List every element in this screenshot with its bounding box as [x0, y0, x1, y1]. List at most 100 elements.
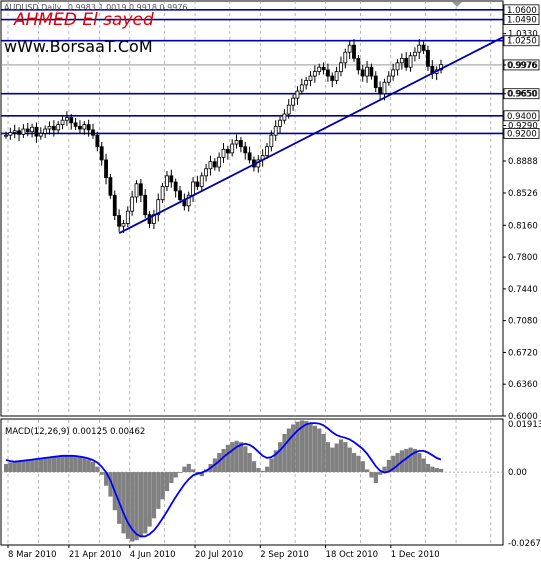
macd-histogram-bar — [269, 458, 274, 473]
macd-histogram-bar — [378, 472, 383, 475]
macd-histogram-bar — [391, 455, 396, 473]
y-tick-label: 0.9290 — [508, 122, 538, 132]
macd-histogram-bar — [304, 420, 309, 473]
candle — [8, 127, 13, 140]
macd-axis: 0.01913 0.00 -0.02677 — [508, 420, 541, 549]
macd-histogram-bar — [265, 466, 270, 473]
macd-histogram-bar — [404, 448, 409, 473]
price-candles — [4, 38, 443, 233]
macd-histogram-bar — [25, 459, 30, 473]
x-tick-label: 20 Jul 2010 — [195, 550, 243, 560]
macd-histogram-bar — [191, 469, 196, 473]
candle — [343, 48, 348, 69]
candle — [199, 172, 204, 192]
candle-body-up — [265, 146, 269, 156]
macd-histogram-bar — [343, 442, 348, 473]
candle-body-up — [299, 84, 304, 92]
candle-body-down — [138, 183, 143, 196]
level-label: 1.0600 — [507, 6, 537, 16]
macd-histogram-bar — [151, 472, 157, 519]
candle-body-down — [325, 69, 330, 77]
candle — [73, 117, 78, 130]
candle-body-up — [43, 128, 48, 134]
macd-y-tick-label: 0.00 — [508, 468, 527, 478]
candle-body-down — [99, 146, 104, 161]
candle-body-down — [108, 177, 113, 196]
candle — [160, 182, 165, 204]
candle — [286, 99, 291, 119]
ohlc-values: 0.9983 1.0019 0.9918 0.9976 — [68, 3, 188, 12]
watermark-site: wWw.BorsaaT.CoM — [4, 37, 153, 56]
candle — [317, 63, 322, 76]
candle — [334, 66, 339, 84]
candle-body-down — [247, 152, 252, 161]
macd-histogram-bar — [108, 472, 113, 497]
candle-body-down — [378, 87, 383, 95]
macd-histogram-bar — [125, 472, 130, 539]
y-tick-label: 0.8888 — [508, 157, 538, 167]
candle-body-up — [12, 130, 17, 133]
macd-histogram-bar — [169, 472, 174, 483]
candle — [339, 56, 343, 77]
macd-histogram-bar — [56, 456, 61, 473]
macd-histogram-bar — [217, 453, 222, 473]
price-panel-frame — [0, 0, 504, 417]
candle-body-down — [178, 190, 182, 201]
candle — [112, 190, 117, 221]
macd-histogram-bar — [173, 472, 178, 478]
candle — [156, 193, 161, 222]
candle-body-up — [399, 57, 404, 64]
candle-body-up — [47, 125, 52, 130]
macd-histogram-bar — [417, 453, 422, 473]
candle — [125, 206, 130, 228]
candle — [95, 131, 100, 152]
candle-body-down — [360, 69, 365, 77]
y-tick-label: 0.9650 — [508, 90, 538, 100]
candle-body-up — [38, 133, 43, 137]
candle — [43, 125, 48, 139]
candle-body-down — [195, 181, 200, 187]
candle-body-up — [65, 117, 69, 121]
macd-histogram-bar — [395, 453, 400, 473]
macd-histogram-bar — [12, 461, 17, 473]
macd-histogram-bar — [352, 453, 357, 473]
candle — [51, 120, 56, 137]
x-tick-label: 4 Jun 2010 — [130, 550, 176, 560]
macd-histogram-bar — [91, 461, 96, 473]
candle — [34, 122, 39, 143]
candle-body-up — [230, 143, 235, 154]
y-tick-label: 0.8526 — [508, 189, 538, 199]
y-tick-label: 0.7440 — [508, 285, 538, 295]
x-tick-label: 21 Apr 2010 — [69, 550, 122, 560]
candle — [426, 45, 430, 71]
x-tick-label: 2 Sep 2010 — [260, 550, 308, 560]
level-label: 0.9650 — [507, 90, 537, 100]
macd-histogram-bar — [325, 442, 331, 473]
candle — [108, 174, 113, 199]
candle — [134, 180, 139, 203]
macd-histogram-bar — [365, 469, 370, 473]
candle-body-down — [352, 44, 356, 59]
level-label-box — [503, 14, 540, 25]
y-tick-label: 0.7080 — [508, 317, 538, 327]
candle — [30, 123, 35, 138]
macd-histogram-bar — [230, 442, 235, 473]
candle-body-up — [56, 124, 61, 131]
candle — [395, 59, 400, 76]
macd-histogram-bar — [147, 472, 152, 527]
candle — [269, 130, 274, 152]
x-tick-label: 18 Oct 2010 — [326, 550, 379, 560]
candle-body-up — [221, 148, 226, 158]
macd-histogram-bar — [77, 457, 83, 473]
macd-histogram-bar — [282, 433, 287, 473]
candle-body-down — [212, 161, 217, 168]
macd-histogram-bar — [369, 472, 374, 478]
candle-body-up — [121, 223, 126, 227]
candle — [186, 191, 191, 212]
macd-histogram-bar — [412, 448, 418, 473]
macd-histogram-bar — [356, 455, 361, 473]
candle-body-down — [117, 215, 121, 227]
macd-histogram-bar — [73, 456, 78, 473]
candle-body-up — [382, 81, 387, 95]
